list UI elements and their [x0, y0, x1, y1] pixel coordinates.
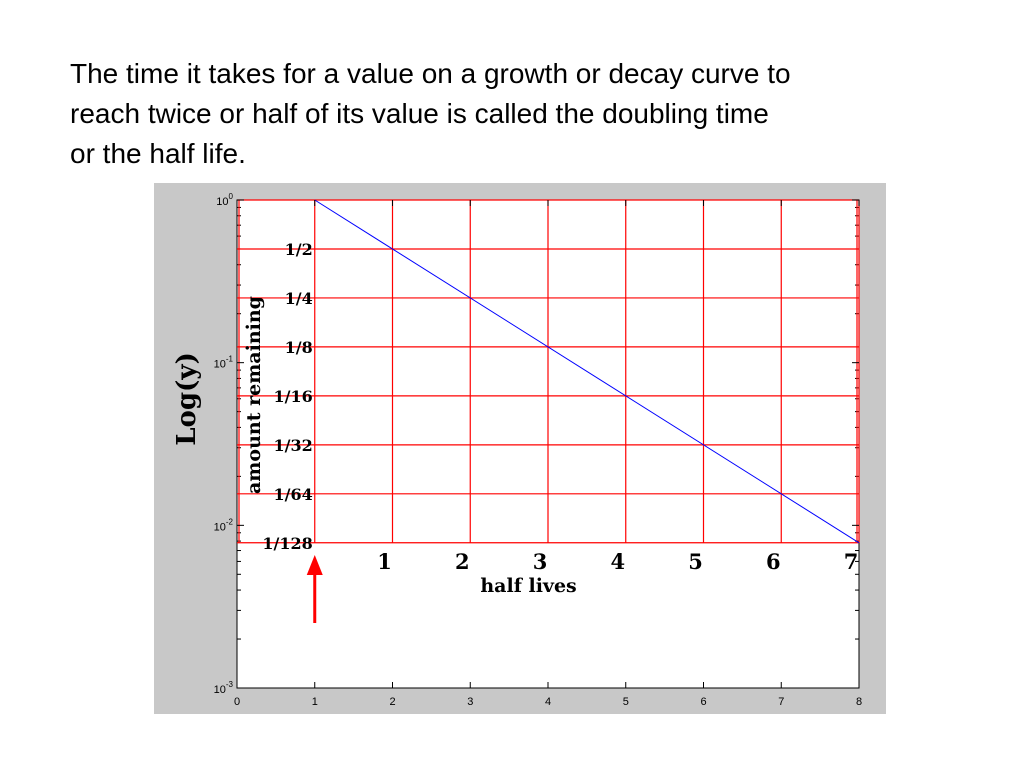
half-life-number: 2: [455, 549, 470, 574]
fraction-label: 1/64: [274, 485, 313, 504]
x-tick-label: 4: [545, 696, 551, 708]
half-life-number: 3: [533, 549, 548, 574]
y-tick-label: 10-2: [214, 517, 234, 533]
fraction-label: 1/2: [285, 240, 313, 259]
slide-text-line-3: or the half life.: [70, 138, 246, 169]
series-line: [314, 199, 860, 544]
slide-text-line-2: reach twice or half of its value is call…: [70, 98, 769, 129]
y-tick-label: 100: [216, 192, 233, 208]
half-life-number: 4: [610, 549, 625, 574]
x-tick-label: 5: [623, 696, 629, 708]
x-tick-label: 3: [467, 696, 473, 708]
fraction-label: 1/4: [285, 289, 313, 308]
x-tick-label: 2: [389, 696, 395, 708]
x-tick-label: 8: [856, 696, 862, 708]
chart-figure: 0 1 2 3 4 5 6 7 8 100 10-1 10-2 10-3 1/2 1/4 1/8 1/16 1/3…: [154, 183, 886, 714]
x-tick-label: 0: [234, 696, 240, 708]
fraction-label: 1/32: [274, 436, 313, 455]
fraction-label: 1/128: [262, 534, 312, 553]
half-life-number: 5: [688, 549, 703, 574]
fraction-label: 1/8: [285, 338, 313, 357]
x-tick-label: 6: [700, 696, 706, 708]
y-tick-label: 10-3: [214, 680, 234, 696]
slide-text: The time it takes for a value on a growt…: [70, 54, 970, 174]
fraction-label: 1/16: [274, 387, 313, 406]
slide-text-line-1: The time it takes for a value on a growt…: [70, 58, 791, 89]
x-tick-label: 7: [778, 696, 784, 708]
red-arrow-head: [306, 555, 323, 575]
half-life-number: 6: [766, 549, 781, 574]
half-life-number: 7: [844, 549, 859, 574]
x-tick-label: 1: [312, 696, 318, 708]
overlay-ylabel: amount remaining: [243, 296, 265, 494]
overlay-xlabel: half lives: [480, 575, 576, 597]
y-axis-label: Log(y): [172, 352, 202, 446]
half-life-chart: 0 1 2 3 4 5 6 7 8 100 10-1 10-2 10-3 1/2 1/4 1/8 1/16 1/3…: [172, 192, 862, 708]
half-life-number: 1: [377, 549, 392, 574]
y-tick-label: 10-1: [214, 355, 234, 371]
